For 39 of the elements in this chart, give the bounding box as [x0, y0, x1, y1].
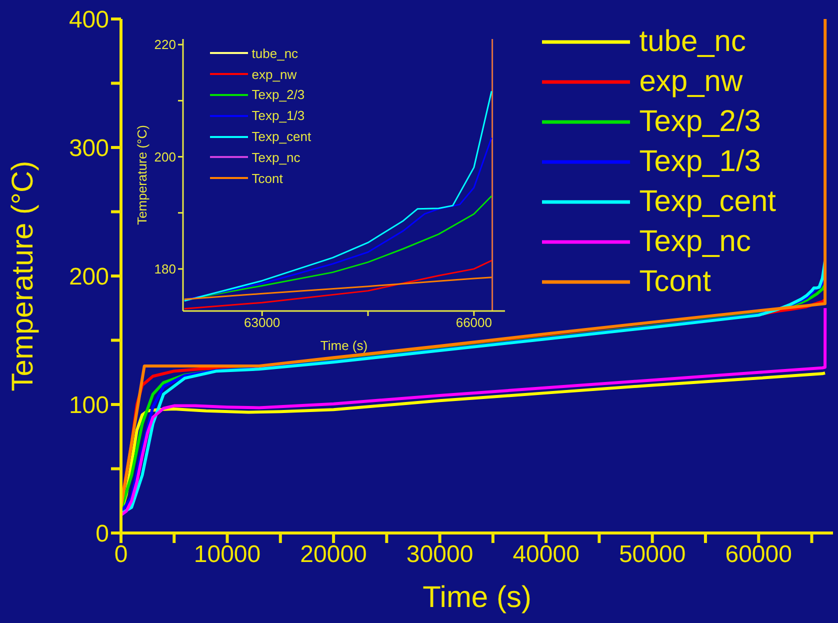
x-tick-label: 63000 — [244, 315, 280, 330]
line-series — [121, 19, 827, 509]
x-axis-title: Time (s) — [422, 581, 532, 614]
legend-label: tube_nc — [639, 25, 746, 59]
legend-label: Texp_nc — [639, 225, 751, 259]
legend-label: Texp_cent — [639, 185, 776, 219]
x-axis-title: Time (s) — [320, 338, 368, 353]
y-axis-title: Temperature (°C) — [134, 125, 150, 225]
legend-label: Texp_1/3 — [252, 108, 305, 124]
legend-label: exp_nw — [639, 65, 743, 99]
x-tick-label: 10000 — [194, 541, 261, 568]
y-tick-label: 200 — [68, 264, 109, 291]
x-tick-label: 40000 — [512, 541, 580, 568]
y-axis-title: Temperature (°C) — [6, 160, 40, 392]
legend-label: Texp_2/3 — [639, 105, 761, 139]
y-tick-label: 100 — [68, 392, 109, 420]
x-tick-label: 50000 — [618, 541, 686, 568]
y-tick-label: 300 — [68, 135, 109, 162]
x-tick-label: 0 — [114, 541, 128, 568]
legend-label: Tcont — [639, 265, 711, 299]
x-tick-label: 66000 — [456, 315, 492, 330]
x-tick-label: 30000 — [406, 541, 474, 568]
x-tick-label: 20000 — [300, 541, 367, 568]
line-series — [184, 260, 492, 310]
legend-label: Texp_1/3 — [639, 145, 761, 179]
y-tick-label: 0 — [96, 520, 109, 548]
y-tick-label: 220 — [154, 37, 176, 52]
legend-label: Texp_nc — [252, 150, 300, 165]
legend-label: exp_nw — [252, 66, 297, 82]
legend-label: tube_nc — [252, 46, 298, 61]
legend-label: Texp_2/3 — [252, 87, 305, 102]
legend-label: Texp_cent — [252, 129, 312, 144]
legend-label: Tcont — [252, 170, 283, 186]
y-tick-label: 180 — [154, 262, 176, 277]
x-tick-label: 60000 — [725, 541, 792, 568]
line-series — [184, 90, 492, 302]
y-tick-label: 200 — [154, 149, 176, 164]
y-tick-label: 400 — [68, 6, 109, 34]
line-series — [184, 276, 492, 300]
